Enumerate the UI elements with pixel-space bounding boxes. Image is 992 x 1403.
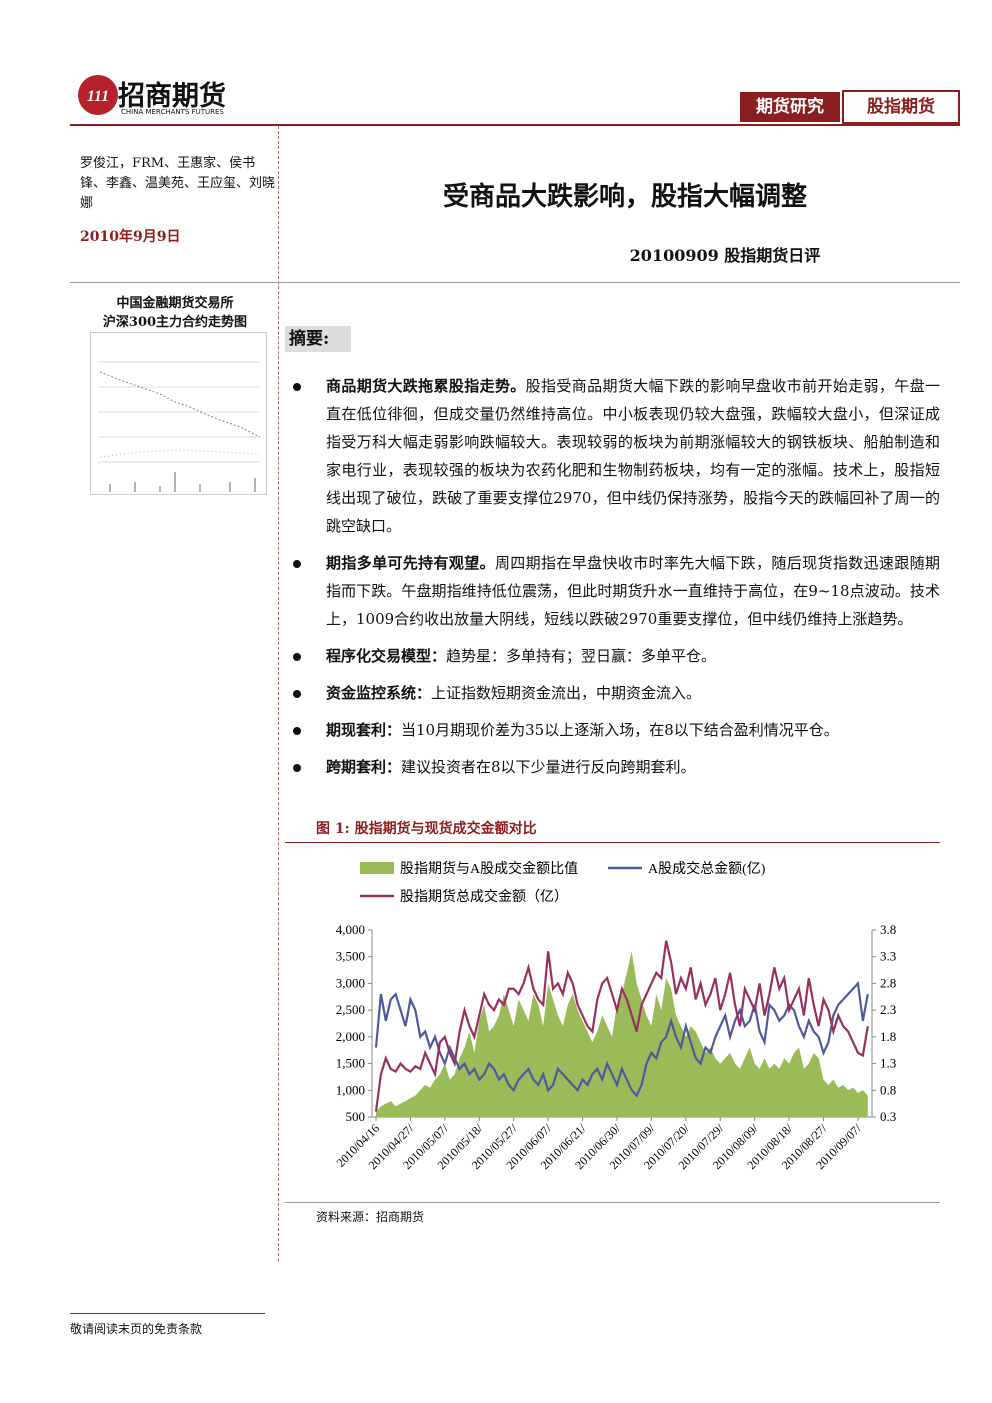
rule <box>70 282 960 283</box>
summary-item: 资金监控系统：上证指数短期资金流出，中期资金流入。 <box>290 679 940 707</box>
y2-tick-label: 0.8 <box>880 1082 896 1097</box>
y-tick-label: 1,000 <box>336 1082 365 1097</box>
date: 2010年9月9日 <box>80 229 181 245</box>
x-tick-label: 2010/09/07/ <box>813 1121 864 1172</box>
figure-title: 图 1: 股指期货与现货成交金额对比 <box>316 821 537 837</box>
line <box>374 980 869 1098</box>
summary-list: 商品期货大跌拖累股指走势。股指受商品期货大幅下跌的影响早盘收市前开始走弱，午盘一… <box>290 372 940 790</box>
sidebar-caption: 中国金融期货交易所 沪深300主力合约走势图 <box>80 294 270 332</box>
x-tick-label: 2010/05/18/ <box>434 1121 485 1172</box>
item-lead: 商品期货大跌拖累股指走势。 <box>326 377 526 395</box>
legend-label: 股指期货总成交金额（亿） <box>400 888 568 905</box>
item-lead: 期现套利： <box>326 721 402 739</box>
y-tick-label: 1,500 <box>336 1056 365 1071</box>
summary-item: 程序化交易模型：趋势星：多单持有；翌日赢：多单平仓。 <box>290 642 940 670</box>
x-tick-label: 2010/08/27/ <box>779 1121 830 1172</box>
y-tick-label: 500 <box>346 1109 366 1124</box>
header-rule <box>70 124 960 126</box>
y-tick-label: 3,500 <box>336 949 365 964</box>
y2-tick-label: 3.3 <box>880 949 896 964</box>
figure-rule <box>285 842 940 843</box>
item-lead: 期指多单可先持有观望。 <box>326 554 495 572</box>
y2-tick-label: 3.8 <box>880 922 896 937</box>
tag: 股指期货 <box>842 90 960 124</box>
x-tick-label: 2010/04/27/ <box>366 1121 417 1172</box>
legend-label: A股成交总金额(亿) <box>648 860 766 877</box>
sidebar-chart <box>90 332 267 495</box>
x-tick-label: 2010/07/20/ <box>641 1121 692 1172</box>
y2-tick-label: 2.3 <box>880 1002 896 1017</box>
bullet <box>293 383 301 391</box>
figure-rule <box>285 1202 940 1203</box>
footer-rule <box>70 1313 265 1314</box>
x-tick-label: 2010/08/09/ <box>710 1121 761 1172</box>
bullet <box>293 727 301 735</box>
tag: 期货研究 <box>740 92 840 122</box>
y2-tick-label: 1.3 <box>880 1056 896 1071</box>
bullet <box>293 560 301 568</box>
x-tick-label: 2010/06/30/ <box>572 1121 623 1172</box>
y2-tick-label: 2.8 <box>880 975 896 990</box>
x-tick-label: 2010/07/09/ <box>607 1121 658 1172</box>
area <box>376 951 868 1117</box>
item-text: 趋势星：多单持有；翌日赢：多单平仓。 <box>446 647 717 665</box>
item-text: 当10月期现价差为35以上逐渐入场，在8以下结合盈利情况平仓。 <box>401 721 839 739</box>
item-lead: 跨期套利： <box>326 758 402 776</box>
y-tick-label: 3,000 <box>336 975 365 990</box>
footer: 敬请阅读末页的免责条款 <box>70 1322 203 1336</box>
brand-en: CHINA MERCHANTS FUTURES <box>121 108 224 116</box>
bullet <box>293 690 301 698</box>
y2-tick-label: 0.3 <box>880 1109 896 1124</box>
y-tick-label: 4,000 <box>336 922 365 937</box>
x-tick-label: 2010/05/07/ <box>400 1121 451 1172</box>
x-tick-label: 2010/06/21/ <box>538 1121 589 1172</box>
legend-swatch <box>360 862 394 874</box>
summary-heading: 摘要: <box>285 326 351 352</box>
subtitle: 20100909 股指期货日评 <box>629 246 821 265</box>
divider <box>278 126 279 1261</box>
authors: 罗俊江，FRM、王惠家、侯书锋、李鑫、温美苑、王应玺、刘晓娜 <box>80 156 276 211</box>
summary-item: 跨期套利：建议投资者在8以下少量进行反向跨期套利。 <box>290 753 940 781</box>
x-tick-label: 2010/08/18/ <box>744 1121 795 1172</box>
y-tick-label: 2,500 <box>336 1002 365 1017</box>
summary-item: 商品期货大跌拖累股指走势。股指受商品期货大幅下跌的影响早盘收市前开始走弱，午盘一… <box>290 372 940 540</box>
x-tick-label: 2010/07/29/ <box>675 1121 726 1172</box>
bullet <box>293 764 301 772</box>
y-tick-label: 2,000 <box>336 1029 365 1044</box>
item-text: 股指受商品期货大幅下跌的影响早盘收市前开始走弱，午盘一直在低位徘徊，但成交量仍然… <box>326 377 940 535</box>
item-text: 建议投资者在8以下少量进行反向跨期套利。 <box>401 758 696 776</box>
item-text: 周四期指在早盘快收市时率先大幅下跌，随后现货指数迅速跟随期指而下跌。午盘期指维持… <box>326 554 940 628</box>
x-tick-label: 2010/05/27/ <box>469 1121 520 1172</box>
svg-text:111: 111 <box>87 88 109 105</box>
x-tick-label: 2010/06/07/ <box>503 1121 554 1172</box>
brand: 招商期货 <box>118 81 226 112</box>
item-lead: 资金监控系统： <box>326 684 432 702</box>
line <box>374 940 869 1112</box>
caption-line: 中国金融期货交易所 <box>116 296 234 311</box>
x-tick-label: 2010/04/16 <box>334 1121 383 1170</box>
bullet <box>293 653 301 661</box>
summary-item: 期现套利：当10月期现价差为35以上逐渐入场，在8以下结合盈利情况平仓。 <box>290 716 940 744</box>
item-text: 上证指数短期资金流出，中期资金流入。 <box>431 684 702 702</box>
legend-label: 股指期货与A股成交金额比值 <box>400 860 578 877</box>
source: 资料来源：招商期货 <box>316 1210 425 1224</box>
summary-item: 期指多单可先持有观望。周四期指在早盘快收市时率先大幅下跌，随后现货指数迅速跟随期… <box>290 549 940 633</box>
logo: 111 <box>78 75 118 115</box>
caption-line: 沪深300主力合约走势图 <box>102 315 248 330</box>
title: 受商品大跌影响，股指大幅调整 <box>442 182 807 212</box>
y2-tick-label: 1.8 <box>880 1029 896 1044</box>
item-lead: 程序化交易模型： <box>326 647 447 665</box>
